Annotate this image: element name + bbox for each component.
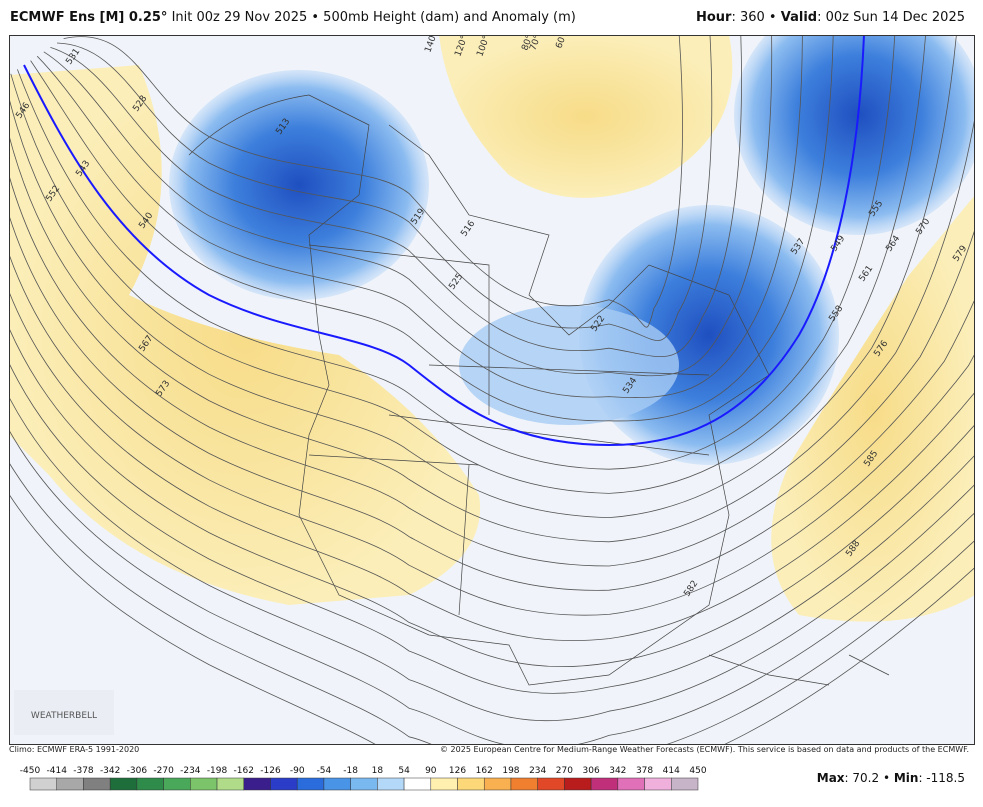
colorbar-cell — [323, 777, 351, 791]
contour-line — [9, 173, 975, 567]
colorbar-cell — [403, 777, 432, 791]
valid-key: Valid — [780, 10, 818, 25]
colorbar-tick-label: -90 — [290, 766, 305, 776]
contour-line — [9, 114, 975, 543]
colorbar-tick-label: -270 — [153, 766, 174, 776]
contour-line — [17, 35, 896, 470]
colorbar-tick-label: 414 — [663, 766, 680, 776]
colorbar-cell — [29, 777, 57, 791]
colorbar-tick-label: 90 — [425, 766, 437, 776]
colorbar-cell — [644, 777, 672, 791]
colorbar-cell — [190, 777, 218, 791]
colorbar-cell — [243, 777, 271, 791]
contour-line — [9, 35, 957, 519]
colorbar-cell — [216, 777, 245, 791]
max-key: Max — [816, 771, 845, 785]
colorbar-tick-label: 126 — [449, 766, 466, 776]
colorbar-cell — [671, 777, 699, 791]
colorbar: -450 -414 -378 -342 -306 -270 -234 -198 -162 -126… — [20, 766, 707, 791]
max-min: Max: 70.2 • Min: -118.5 — [817, 771, 965, 785]
colorbar-cell — [430, 777, 458, 791]
colorbar-cell — [109, 777, 138, 791]
copyright: © 2025 European Centre for Medium-Range … — [440, 745, 969, 754]
contour-line — [9, 290, 975, 642]
contour-line — [56, 35, 713, 341]
logo: WEATHERBELL — [31, 711, 97, 721]
colorbar-tick-label: 378 — [636, 766, 653, 776]
negative-anomaly — [169, 70, 429, 300]
colorbar-tick-label: -54 — [317, 766, 332, 776]
colorbar-tick-label: -18 — [343, 766, 358, 776]
colorbar-tick-label: 306 — [583, 766, 600, 776]
hour-key: Hour — [695, 10, 732, 25]
colorbar-tick-label: 18 — [372, 766, 384, 776]
colorbar-tick-label: -378 — [73, 766, 94, 776]
contour-line — [9, 493, 975, 745]
contour-line — [9, 362, 975, 694]
contour-line — [9, 327, 975, 668]
logo-box — [14, 690, 114, 735]
contour-line — [9, 252, 975, 616]
valid-val: : 00z Sun 14 Dec 2025 — [817, 10, 965, 25]
coastlines — [188, 94, 890, 686]
colorbar-cell — [590, 777, 619, 791]
colorbar-cell — [350, 777, 378, 791]
colorbar-tick-label: -126 — [260, 766, 281, 776]
colorbar-cell — [457, 777, 485, 791]
colorbar-tick-label: -198 — [207, 766, 228, 776]
title: ECMWF Ens [M] 0.25° Init 00z 29 Nov 2025… — [10, 10, 576, 25]
colorbar-tick-label: -450 — [20, 766, 41, 776]
colorbar-cell — [377, 777, 405, 791]
contour-line — [30, 35, 834, 422]
colorbar-tick-label: -162 — [234, 766, 254, 776]
colorbar-tick-label: 270 — [556, 766, 573, 776]
min-key: Min — [893, 771, 919, 785]
colorbar-tick-label: 342 — [609, 766, 626, 776]
model: ECMWF Ens [M] 0.25° — [10, 10, 168, 25]
map-frame — [9, 35, 975, 745]
contour-line — [9, 214, 975, 591]
contour-line — [9, 396, 975, 722]
colorbar-tick-label: -414 — [47, 766, 68, 776]
colorbar-tick-label: -342 — [100, 766, 120, 776]
colorbar-tick-label: 162 — [476, 766, 493, 776]
valid-info: Hour: 360 • Valid: 00z Sun 14 Dec 2025 — [696, 10, 965, 25]
colorbar-tick-label: 234 — [529, 766, 546, 776]
colorbar-cell — [270, 777, 298, 791]
colorbar-cell — [617, 777, 645, 791]
negative-anomaly — [734, 35, 975, 235]
negative-anomaly — [459, 305, 679, 425]
contour-line — [63, 35, 683, 328]
colorbar-cell — [296, 777, 325, 791]
contour-line — [9, 429, 975, 745]
540-contour — [23, 35, 865, 447]
max-val: : 70.2 • — [844, 771, 894, 785]
colorbar-cell — [163, 777, 191, 791]
colorbar-cell — [537, 777, 565, 791]
colorbar-tick-label: 450 — [689, 766, 706, 776]
colorbar-cell — [56, 777, 84, 791]
colorbar-cell — [83, 777, 111, 791]
min-val: : -118.5 — [918, 771, 965, 785]
contour-line — [36, 35, 803, 398]
contour-line — [43, 35, 773, 377]
climo-note: Climo: ECMWF ERA-5 1991-2020 — [9, 745, 140, 754]
colorbar-tick-label: -306 — [127, 766, 148, 776]
contour-line — [50, 35, 742, 358]
colorbar-cell — [136, 777, 164, 791]
colorbar-tick-label: -234 — [180, 766, 201, 776]
height-contours — [9, 35, 975, 745]
hour-val: : 360 • — [731, 10, 781, 25]
contour-line — [10, 35, 926, 494]
positive-anomaly — [439, 35, 733, 198]
colorbar-tick-label: 198 — [502, 766, 519, 776]
colorbar-cell — [510, 777, 538, 791]
contour-line — [9, 461, 975, 745]
colorbar-cell — [483, 777, 512, 791]
colorbar-cell — [564, 777, 592, 791]
product: Init 00z 29 Nov 2025 • 500mb Height (dam… — [171, 10, 576, 25]
colorbar-tick-label: 54 — [398, 766, 410, 776]
